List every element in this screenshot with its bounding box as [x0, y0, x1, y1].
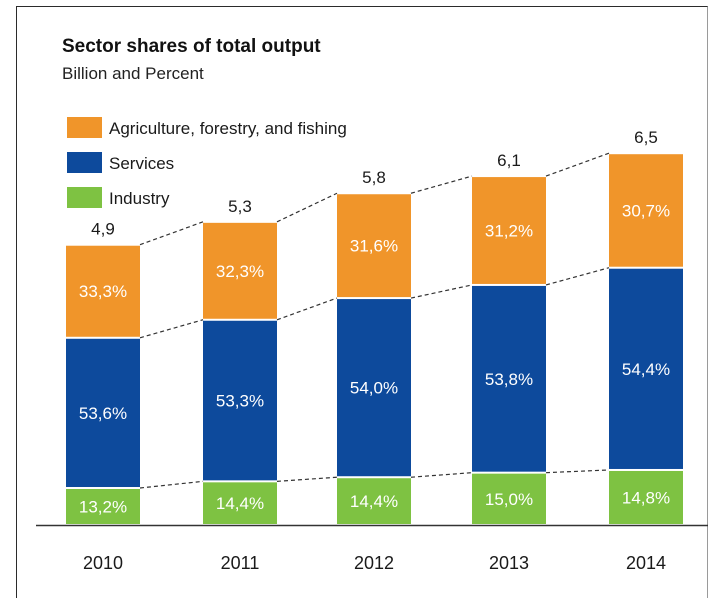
- connector-line: [410, 284, 473, 299]
- bar-segment-2010-0: [66, 489, 140, 524]
- data-label: 53,6%: [79, 404, 127, 423]
- legend-swatch-1: [67, 152, 102, 173]
- data-label: 31,2%: [485, 222, 533, 241]
- legend-label-2: Industry: [109, 189, 170, 208]
- bar-segment-2011-2: [203, 222, 277, 319]
- connector-line: [545, 267, 610, 286]
- x-tick-label: 2011: [221, 553, 260, 573]
- data-label: 54,0%: [350, 379, 398, 398]
- chart-subtitle: Billion and Percent: [62, 64, 204, 83]
- x-tick-label: 2010: [83, 553, 123, 573]
- legend-label-0: Agriculture, forestry, and fishing: [109, 119, 347, 138]
- connector-line: [276, 192, 338, 223]
- bar-segment-2010-1: [66, 338, 140, 488]
- data-label: 14,4%: [216, 494, 264, 513]
- connector-line: [139, 221, 204, 246]
- connector-line: [276, 297, 338, 321]
- bar-segment-2010-2: [66, 245, 140, 337]
- x-tick-label: 2012: [354, 553, 394, 573]
- bar-segment-2014-1: [609, 268, 683, 469]
- data-label: 31,6%: [350, 237, 398, 256]
- bar-segment-2014-0: [609, 470, 683, 524]
- total-label: 5,8: [362, 168, 386, 187]
- connector-line: [139, 319, 204, 339]
- bar-segment-2013-0: [472, 473, 546, 524]
- data-label: 54,4%: [622, 360, 670, 379]
- bar-segment-2014-2: [609, 154, 683, 267]
- legend-swatch-0: [67, 117, 102, 138]
- data-label: 14,4%: [350, 492, 398, 511]
- data-label: 30,7%: [622, 201, 670, 220]
- bar-segment-2012-1: [337, 299, 411, 477]
- x-tick-label: 2013: [489, 553, 529, 573]
- data-label: 15,0%: [485, 490, 533, 509]
- total-label: 5,3: [228, 197, 252, 216]
- legend-label-1: Services: [109, 154, 174, 173]
- total-label: 6,5: [634, 128, 658, 147]
- bar-segment-2012-2: [337, 194, 411, 298]
- connector-line: [545, 469, 610, 474]
- total-label: 6,1: [497, 151, 521, 170]
- bar-segment-2013-1: [472, 285, 546, 472]
- connector-line: [410, 472, 473, 478]
- data-label: 33,3%: [79, 282, 127, 301]
- connector-line: [276, 476, 338, 482]
- legend-swatch-2: [67, 187, 102, 208]
- bar-segment-2013-2: [472, 177, 546, 284]
- data-label: 13,2%: [79, 498, 127, 517]
- data-label: 32,3%: [216, 262, 264, 281]
- connector-line: [545, 152, 610, 177]
- chart-frame: [16, 6, 708, 598]
- data-label: 53,3%: [216, 392, 264, 411]
- total-label: 4,9: [91, 220, 115, 239]
- x-tick-label: 2014: [626, 553, 666, 573]
- bar-segment-2011-0: [203, 482, 277, 524]
- data-label: 53,8%: [485, 370, 533, 389]
- connector-line: [410, 175, 473, 194]
- bar-segment-2012-0: [337, 478, 411, 524]
- chart-title: Sector shares of total output: [62, 36, 321, 57]
- data-label: 14,8%: [622, 488, 670, 507]
- bar-segment-2011-1: [203, 320, 277, 481]
- connector-line: [139, 480, 204, 489]
